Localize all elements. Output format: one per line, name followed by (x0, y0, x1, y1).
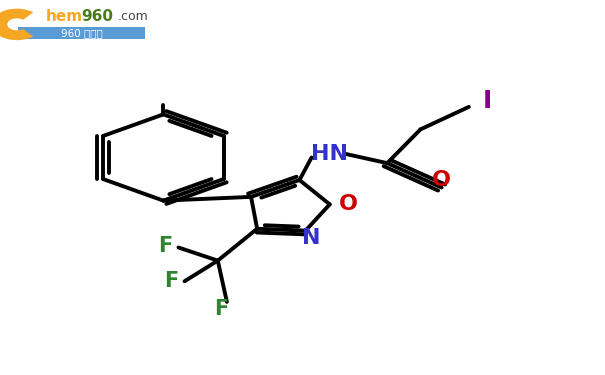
Text: O: O (432, 170, 451, 190)
Text: hem: hem (45, 9, 82, 24)
Text: 960 化工网: 960 化工网 (60, 28, 103, 38)
Text: .com: .com (118, 10, 149, 23)
Text: N: N (302, 228, 321, 248)
Text: 960: 960 (82, 9, 114, 24)
Text: O: O (338, 194, 358, 214)
FancyBboxPatch shape (18, 27, 145, 39)
Text: F: F (164, 271, 178, 291)
Text: F: F (158, 236, 172, 256)
Wedge shape (0, 9, 33, 40)
Text: I: I (482, 89, 492, 113)
Text: HN: HN (311, 144, 348, 164)
Text: F: F (214, 299, 228, 320)
